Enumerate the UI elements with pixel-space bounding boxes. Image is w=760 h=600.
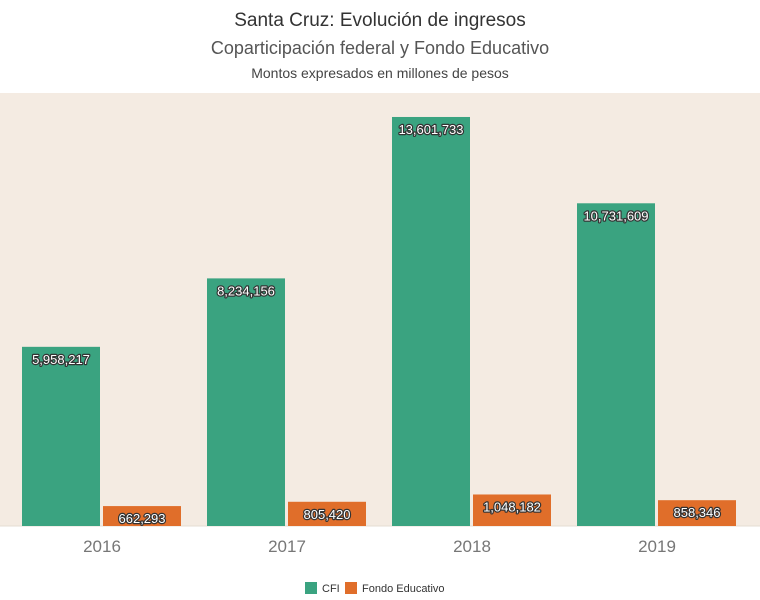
- x-tick-label-2019: 2019: [638, 537, 676, 556]
- bar-label-cfi-2017: 8,234,156: [217, 283, 275, 298]
- bar-cfi-2016: [22, 346, 100, 526]
- x-tick-labels-group: 2016 2017 2018 2019: [83, 537, 676, 556]
- bar-label-fondo-educativo-2019: 858,346: [674, 505, 721, 520]
- legend-swatch-cfi: [305, 582, 317, 594]
- x-tick-label-2017: 2017: [268, 537, 306, 556]
- bar-label-fondo-educativo-2016: 662,293: [119, 511, 166, 526]
- bar-label-fondo-educativo-2018: 1,048,182: [483, 499, 541, 514]
- legend-label-cfi: CFI: [322, 583, 340, 595]
- bar-label-cfi-2018: 13,601,733: [398, 122, 463, 137]
- bars-group: [22, 116, 736, 527]
- legend: CFI Fondo Educativo: [305, 582, 445, 595]
- bar-label-cfi-2016: 5,958,217: [32, 352, 90, 367]
- x-tick-label-2016: 2016: [83, 537, 121, 556]
- bar-fondo-educativo-2018: [473, 494, 551, 526]
- bar-fondo-educativo-2016: [103, 506, 181, 526]
- legend-label-fondo-educativo: Fondo Educativo: [362, 583, 445, 595]
- legend-swatch-fondo-educativo: [345, 582, 357, 594]
- bar-label-cfi-2019: 10,731,609: [583, 208, 648, 223]
- bar-label-fondo-educativo-2017: 805,420: [304, 507, 351, 522]
- chart-note: Montos expresados en millones de pesos: [251, 65, 509, 81]
- bar-cfi-2019: [577, 203, 655, 526]
- bar-cfi-2018: [392, 116, 470, 527]
- bar-fondo-educativo-2019: [658, 500, 736, 526]
- chart-title: Santa Cruz: Evolución de ingresos: [234, 10, 526, 31]
- bar-labels-group: 5,958,217 662,293 8,234,156 805,420 13,601,7…: [31, 121, 722, 528]
- bar-cfi-2017: [207, 278, 285, 526]
- chart-subtitle: Coparticipación federal y Fondo Educativ…: [210, 38, 550, 58]
- x-tick-label-2018: 2018: [453, 537, 491, 556]
- bar-fondo-educativo-2017: [288, 501, 366, 526]
